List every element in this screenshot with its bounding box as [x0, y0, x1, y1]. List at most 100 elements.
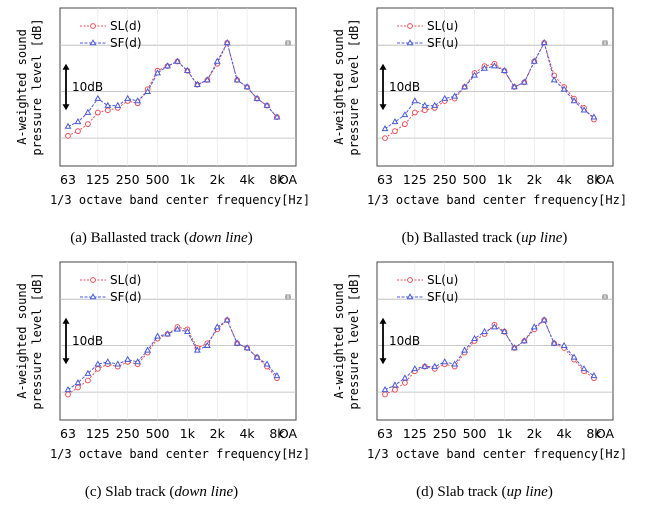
data-point-SL(d) [65, 132, 71, 139]
data-point-SF(d) [104, 358, 112, 365]
data-point-SF(u) [560, 341, 568, 348]
x-tick-label: 63 [60, 172, 76, 187]
data-point-SF(u) [570, 353, 578, 360]
data-point-SF(d) [273, 372, 281, 379]
data-point-SF(u) [391, 381, 399, 388]
legend-marker-SF(u) [406, 39, 414, 46]
series-line-SF(d) [67, 41, 278, 127]
caption-suffix: ) [547, 484, 553, 500]
x-tick-label: 8k [269, 172, 285, 187]
scale-arrow-up [62, 63, 70, 70]
data-point-SF(d) [243, 83, 251, 90]
x-tick-label: 500 [146, 172, 170, 187]
data-point-SF(u) [431, 362, 439, 369]
x-tick-label: 8k [586, 426, 602, 441]
caption-prefix: (a) Ballasted track ( [70, 230, 189, 246]
data-point-SL(d) [75, 384, 81, 391]
y-axis-label-line2: pressure level [dB] [347, 272, 361, 409]
data-point-SF(u) [510, 83, 518, 90]
data-point-SF(u) [520, 337, 528, 344]
caption-italic: up line [521, 230, 563, 246]
y-axis-label-line1: A-weighted sound [332, 283, 346, 399]
data-point-SF(u) [550, 76, 558, 83]
data-point-SF(d) [114, 360, 122, 367]
x-tick-label: 1k [497, 172, 513, 187]
plot-frame [376, 7, 614, 167]
data-point-SF(u) [421, 101, 429, 108]
data-point-SF(d) [164, 62, 171, 69]
caption-suffix: ) [562, 230, 568, 246]
data-point-SF(d) [94, 360, 102, 367]
legend-marker-SF(u) [406, 293, 414, 300]
x-tick-label: 500 [463, 426, 487, 441]
legend-label-SF(u): SF(u) [427, 290, 459, 304]
x-tick-label: 2k [527, 172, 543, 187]
data-point-SF(u) [411, 365, 419, 372]
x-tick-label: 2k [210, 172, 226, 187]
caption-italic: down line [188, 230, 248, 246]
x-tick-label: 63 [377, 426, 393, 441]
data-point-SF(d) [203, 341, 211, 348]
x-tick-label: 125 [86, 426, 110, 441]
plot-frame [376, 261, 614, 421]
data-point-SL(u) [382, 135, 388, 142]
data-point-SF(u) [570, 97, 578, 104]
caption-panel-d: (d) Slab track (up line) [323, 484, 646, 501]
data-point-SF(d) [233, 76, 241, 83]
legend-marker-SF(d) [89, 39, 97, 46]
y-axis-label-line1: A-weighted sound [15, 29, 29, 145]
scale-arrow-down [62, 104, 70, 111]
x-tick-label: OA [279, 172, 298, 187]
data-point-SF(u) [441, 94, 449, 101]
plot-frame [59, 7, 297, 167]
x-tick-label: OA [596, 172, 615, 187]
data-point-SF(d) [213, 323, 221, 330]
scale-arrow-down [62, 358, 70, 365]
legend-marker-SL(u) [407, 23, 413, 29]
data-point-SL(u) [421, 107, 428, 114]
x-tick-label: 4k [556, 426, 572, 441]
data-point-SF(u) [481, 327, 488, 335]
x-tick-label: 125 [403, 172, 427, 187]
x-tick-label: 8k [269, 426, 285, 441]
data-point-SF(d) [233, 339, 241, 346]
data-point-SF(d) [243, 344, 251, 351]
data-point-SF(u) [401, 374, 409, 381]
data-point-SF(d) [263, 101, 271, 108]
caption-panel-a: (a) Ballasted track (down line) [0, 230, 323, 247]
caption-prefix: (b) Ballasted track ( [401, 230, 522, 246]
caption-prefix: (d) Slab track ( [416, 484, 507, 500]
x-tick-label: OA [279, 426, 298, 441]
x-tick-label: 1k [497, 426, 513, 441]
x-tick-label: 125 [403, 426, 427, 441]
data-point-SF(u) [560, 85, 568, 92]
data-point-SF(u) [481, 64, 488, 71]
y-axis-label-line2: pressure level [dB] [347, 18, 361, 155]
x-tick-label: 1k [180, 426, 196, 441]
data-point-SF(u) [451, 360, 459, 367]
data-point-SL(d) [85, 121, 91, 128]
legend-marker-SL(d) [90, 23, 96, 29]
data-point-SL(u) [382, 391, 388, 398]
data-point-SL(u) [402, 121, 408, 128]
data-point-SF(u) [590, 113, 598, 120]
data-point-SF(u) [550, 339, 558, 346]
data-point-SF(u) [580, 365, 588, 372]
series-line-SF(u) [384, 41, 595, 130]
x-tick-label: 250 [116, 172, 140, 187]
x-tick-label: 2k [210, 426, 226, 441]
x-axis-label: 1/3 octave band center frequency[Hz] [367, 193, 627, 207]
legend-marker-SF(d) [89, 293, 97, 300]
y-axis-label-line2: pressure level [dB] [30, 18, 44, 155]
data-point-SF(d) [74, 379, 82, 386]
data-point-SF(d) [223, 39, 231, 46]
data-point-SF(d) [144, 346, 152, 353]
data-point-SF(d) [144, 87, 152, 94]
data-point-SF(u) [401, 111, 409, 118]
scale-label: 10dB [72, 334, 103, 348]
data-point-SF(u) [500, 66, 508, 74]
data-point-SF(d) [263, 360, 271, 367]
x-tick-label: OA [596, 426, 615, 441]
data-point-SF(u) [461, 83, 469, 90]
